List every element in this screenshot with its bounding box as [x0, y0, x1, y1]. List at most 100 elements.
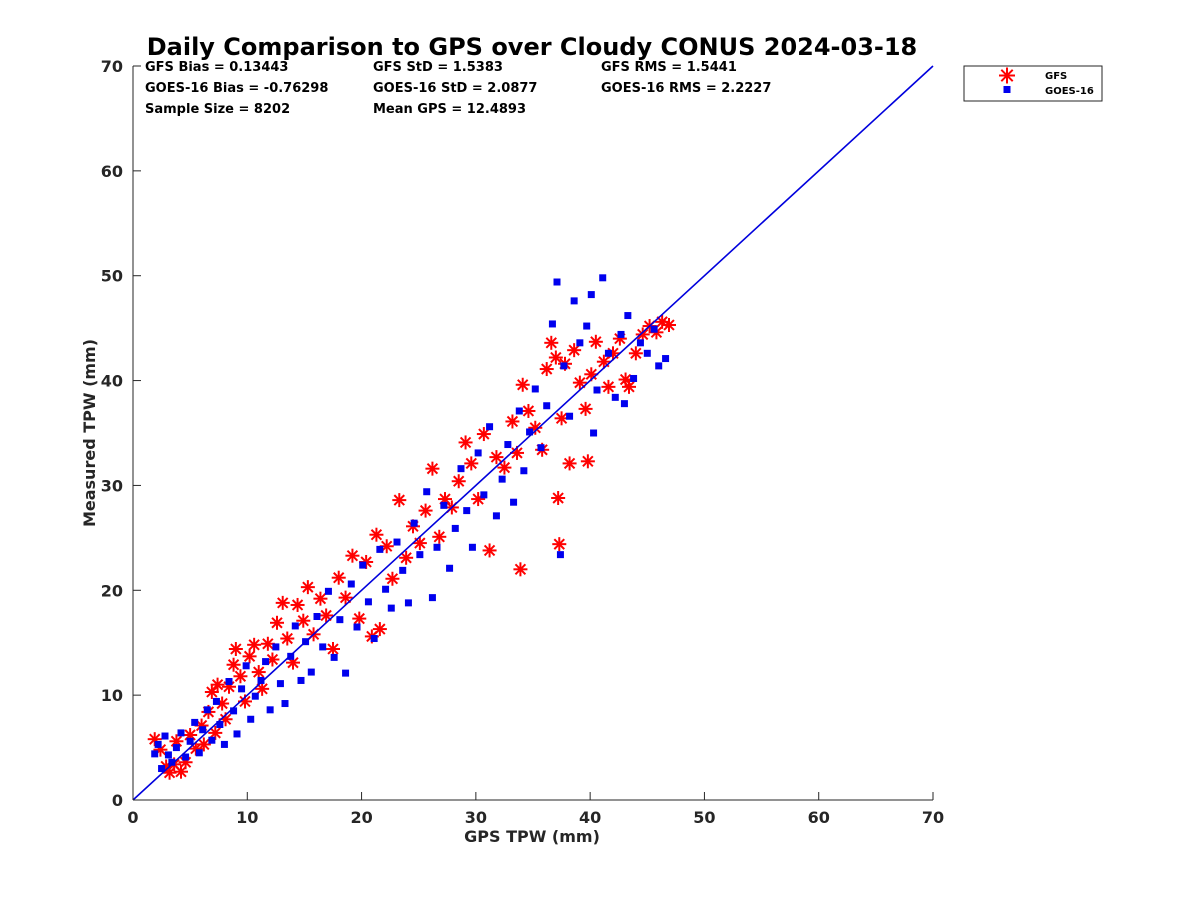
goes-16-point [154, 740, 162, 748]
gfs-point [578, 401, 593, 416]
goes-16-point [336, 616, 344, 624]
sample-size-text: Sample Size = 8202 [145, 102, 290, 117]
goes-16-point [382, 585, 390, 593]
goes-16-point [347, 580, 355, 588]
goes-16-point [233, 730, 241, 738]
goes-16-point [492, 512, 500, 520]
goes-16-point [330, 653, 338, 661]
x-tick-label: 70 [922, 808, 944, 827]
goes-rms-text: GOES-16 RMS = 2.2227 [601, 81, 771, 96]
gfs-point [174, 764, 188, 779]
goes-16-point [364, 598, 372, 606]
gfs-point [399, 550, 414, 565]
one-to-one-line [132, 65, 934, 801]
goes-16-point [433, 543, 441, 551]
goes-16-point [428, 594, 436, 602]
goes-16-point [643, 349, 651, 357]
goes-16-point [313, 613, 321, 620]
legend: GFS GOES-16 [963, 65, 1103, 102]
chart-title: Daily Comparison to GPS over Cloudy CONU… [147, 33, 918, 61]
gfs-point [204, 684, 219, 699]
gfs-point [662, 317, 676, 332]
goes-16-point [617, 330, 625, 338]
gfs-point [489, 450, 504, 465]
x-ticks: 0 10 20 30 40 50 60 70 [127, 792, 944, 827]
legend-goes-marker [1003, 86, 1011, 93]
y-tick-label: 20 [101, 581, 123, 600]
goes-16-point [636, 339, 644, 347]
goes-16-point [620, 400, 628, 408]
gfs-bias-text: GFS Bias = 0.13443 [145, 60, 288, 75]
gfs-point [515, 377, 530, 392]
goes-16-point [570, 297, 578, 305]
goes-16-point [297, 676, 305, 684]
y-tick-label: 70 [101, 57, 123, 76]
y-tick-label: 60 [101, 162, 123, 181]
goes-16-point [242, 662, 250, 670]
x-tick-label: 0 [127, 808, 138, 827]
goes-16-point [440, 501, 448, 509]
gfs-point [290, 597, 305, 612]
gfs-point [458, 435, 473, 450]
gfs-point [275, 595, 290, 610]
goes-16-point [560, 362, 568, 370]
goes-16-point [262, 658, 270, 666]
goes-16-point [624, 312, 632, 320]
gfs-point [412, 536, 427, 551]
goes-16-point [182, 753, 190, 761]
gfs-point [476, 427, 491, 442]
goes-16-point [576, 339, 584, 347]
goes-16-point [504, 441, 512, 449]
goes-16-point [164, 751, 172, 759]
y-tick-label: 50 [101, 267, 123, 286]
gfs-point [572, 375, 587, 390]
gfs-point [242, 649, 257, 664]
legend-goes-label: GOES-16 [1045, 86, 1094, 97]
gfs-point [296, 613, 311, 628]
gfs-point [372, 622, 387, 637]
plot-area [132, 65, 934, 801]
goes-16-point [474, 449, 482, 457]
goes-16-point [272, 643, 280, 651]
y-ticks: 0 10 20 30 40 50 60 70 [101, 57, 141, 810]
goes-16-series [151, 274, 670, 773]
gfs-point [251, 665, 266, 680]
gfs-point [331, 570, 346, 585]
goes-16-point [463, 507, 471, 515]
gfs-point [622, 379, 636, 394]
goes-16-point [520, 467, 528, 475]
goes-16-point [195, 749, 203, 757]
x-tick-label: 50 [693, 808, 715, 827]
x-tick-label: 30 [465, 808, 487, 827]
gfs-point [601, 379, 616, 394]
gfs-point [528, 420, 543, 435]
goes-16-point [457, 465, 465, 473]
mean-gps-text: Mean GPS = 12.4893 [373, 102, 526, 117]
gfs-point [326, 642, 340, 657]
gfs-point [226, 657, 241, 672]
gfs-point [482, 543, 497, 558]
goes-16-point [556, 551, 564, 559]
goes-16-point [370, 635, 378, 643]
gfs-point [539, 362, 554, 377]
goes-16-point [319, 643, 327, 651]
axes: 0 10 20 30 40 50 60 70 0 10 20 30 40 50 60 70 [101, 57, 944, 827]
goes-16-point [291, 622, 299, 630]
goes-16-point [199, 726, 207, 734]
goes-16-point [468, 543, 476, 551]
goes-16-point [161, 732, 169, 740]
y-axis-label: Measured TPW (mm) [80, 339, 99, 527]
gfs-point [513, 562, 528, 577]
goes-16-point [410, 519, 418, 527]
y-tick-label: 0 [112, 791, 123, 810]
goes-16-point [191, 718, 199, 726]
goes-16-point [281, 700, 289, 708]
goes-16-point [251, 692, 259, 700]
goes-16-point [590, 429, 598, 437]
x-tick-label: 40 [579, 808, 601, 827]
gfs-point [471, 492, 486, 507]
goes-16-point [158, 765, 166, 773]
goes-16-point [543, 402, 551, 410]
goes-16-point [168, 758, 176, 766]
